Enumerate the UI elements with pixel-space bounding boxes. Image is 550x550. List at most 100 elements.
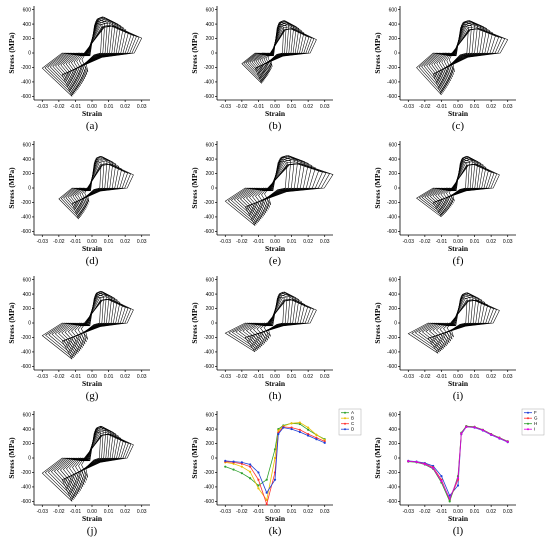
x-tick-label: -0.01 <box>70 104 82 110</box>
panel-caption: (f) <box>453 255 464 267</box>
y-tick-label: 0 <box>28 51 31 57</box>
data-point-I <box>473 426 476 429</box>
y-tick-label: 600 <box>23 277 32 283</box>
y-tick-label: 400 <box>206 22 215 28</box>
x-tick-label: 0.02 <box>303 239 313 245</box>
hysteresis-loop <box>64 291 115 350</box>
data-point-D <box>298 430 301 434</box>
x-tick-label: 0.00 <box>270 374 280 380</box>
data-point-B <box>315 433 318 436</box>
x-tick-label: 0.03 <box>320 104 330 110</box>
legend-label: F <box>534 410 537 415</box>
y-tick-label: 0 <box>28 186 31 192</box>
hysteresis-loop <box>67 290 113 348</box>
legend-marker <box>344 417 346 420</box>
legend-marker <box>527 428 529 431</box>
data-point-C <box>257 478 260 481</box>
x-axis-label: Strain <box>82 109 103 118</box>
hysteresis-loop <box>246 156 309 217</box>
x-tick-label: 0.01 <box>470 509 480 515</box>
legend-marker <box>527 411 529 414</box>
data-point-I <box>465 425 468 429</box>
data-point-D <box>307 434 310 437</box>
chart-panel-g: 600 400 200 0 -200 -400 -600 -0.03 -0.02 -0.01 0.0… <box>0 270 183 405</box>
x-tick-label: -0.02 <box>419 374 431 380</box>
data-point-B <box>307 426 310 429</box>
y-tick-label: -200 <box>204 470 214 476</box>
x-tick-label: 0.00 <box>87 509 97 515</box>
y-tick-label: 400 <box>389 292 398 298</box>
y-tick-label: 0 <box>211 186 214 192</box>
y-tick-label: 600 <box>206 412 215 418</box>
hysteresis-loop <box>257 20 297 75</box>
hysteresis-loop <box>251 24 305 79</box>
hysteresis-loop <box>432 157 484 211</box>
chart-svg-e: 600 400 200 0 -200 -400 -600 -0.03 -0.02 -0.01 0.0… <box>190 141 334 267</box>
y-tick-label: 200 <box>23 441 32 447</box>
hysteresis-loop <box>74 155 114 210</box>
y-tick-label: -200 <box>21 470 31 476</box>
y-axis-label: Stress (MPa) <box>190 32 199 74</box>
hysteresis-loop <box>224 163 334 226</box>
x-tick-label: 0.01 <box>470 374 480 380</box>
y-axis-label: Stress (MPa) <box>7 437 16 479</box>
data-point-A <box>224 465 227 468</box>
data-point-D <box>232 460 235 463</box>
x-tick-label: -0.02 <box>419 239 431 245</box>
chart-svg-h: 600 400 200 0 -200 -400 -600 -0.03 -0.02 -0.01 0.0… <box>190 276 333 402</box>
data-point-A <box>240 472 243 475</box>
hysteresis-loop <box>70 158 120 213</box>
data-point-B <box>277 429 280 432</box>
hysteresis-loop <box>416 28 509 96</box>
data-point-F <box>456 484 460 487</box>
hysteresis-loop <box>57 20 127 89</box>
y-tick-label: -600 <box>204 94 214 100</box>
x-axis-label: Strain <box>265 109 286 118</box>
data-point-I <box>498 437 501 440</box>
chart-panel-j: 600 400 200 0 -200 -400 -600 -0.03 -0.02 -0.01 0.0… <box>0 405 183 540</box>
chart-panel-k: 600 400 200 0 -200 -400 -600 -0.03 -0.02 -0.01 0.0… <box>183 405 366 540</box>
x-tick-label: 0.02 <box>303 374 313 380</box>
hysteresis-loop <box>436 292 477 343</box>
x-tick-label: 0.03 <box>503 239 513 245</box>
hysteresis-loop <box>63 17 121 86</box>
x-tick-label: 0.02 <box>120 374 130 380</box>
y-tick-label: 0 <box>211 456 214 462</box>
hysteresis-loop <box>58 294 121 353</box>
data-point-D <box>315 438 318 441</box>
y-tick-label: -400 <box>21 485 31 491</box>
x-tick-label: -0.02 <box>419 104 431 110</box>
x-axis-label: Strain <box>82 379 103 388</box>
x-tick-label: -0.02 <box>53 104 65 110</box>
hysteresis-loop <box>63 426 117 491</box>
hysteresis-loop <box>440 156 476 207</box>
hysteresis-loop <box>80 296 102 340</box>
x-tick-label: -0.03 <box>37 104 49 110</box>
hysteresis-loop <box>249 26 307 80</box>
y-tick-label: 400 <box>389 157 398 163</box>
chart-panel-c: 600 400 200 0 -200 -400 -600 -0.03 -0.02 -0.01 0.0… <box>366 0 549 135</box>
x-tick-label: -0.02 <box>236 509 248 515</box>
y-tick-label: 0 <box>28 456 31 462</box>
x-tick-label: 0.02 <box>303 104 313 110</box>
data-point-D <box>240 461 243 464</box>
panel-caption: (e) <box>269 255 282 267</box>
legend-marker <box>344 428 346 431</box>
x-axis-label: Strain <box>265 514 286 523</box>
y-tick-label: 200 <box>389 306 398 312</box>
hysteresis-loop <box>241 28 317 84</box>
y-tick-label: -200 <box>21 200 31 206</box>
y-tick-label: -600 <box>204 364 214 370</box>
chart-panel-b: 600 400 200 0 -200 -400 -600 -0.03 -0.02 -0.01 0.0… <box>183 0 366 135</box>
x-axis-label: Strain <box>265 244 286 253</box>
x-tick-label: -0.03 <box>37 239 49 245</box>
y-tick-label: 600 <box>389 7 398 13</box>
hysteresis-loop <box>437 155 479 208</box>
legend-label: G <box>534 416 538 421</box>
y-tick-label: 0 <box>28 321 31 327</box>
hysteresis-loop <box>65 16 119 85</box>
x-tick-label: 0.00 <box>87 104 97 110</box>
x-tick-label: -0.02 <box>53 509 65 515</box>
chart-svg-k: 600 400 200 0 -200 -400 -600 -0.03 -0.02 -0.01 0.0… <box>190 408 362 537</box>
hysteresis-loop <box>249 155 306 215</box>
